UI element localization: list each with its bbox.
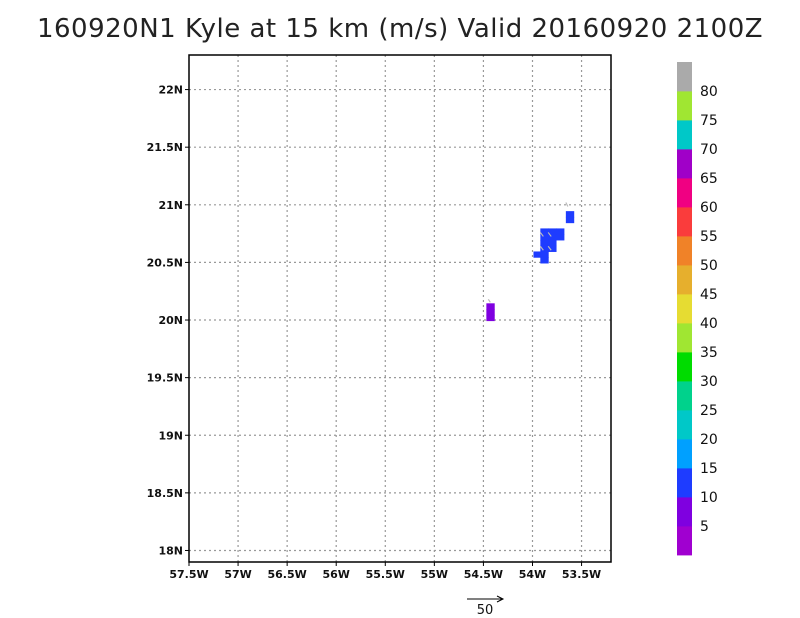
colorbar-label: 25 bbox=[700, 403, 718, 419]
heatmap-cell bbox=[540, 239, 549, 247]
colorbar-label: 45 bbox=[700, 287, 718, 303]
y-tick-label: 21N bbox=[158, 199, 183, 212]
heatmap-cell bbox=[548, 234, 557, 241]
x-tick-label: 57W bbox=[224, 568, 251, 581]
colorbar-label: 50 bbox=[700, 258, 718, 274]
heatmap-cell bbox=[548, 228, 557, 235]
wind-vector bbox=[539, 232, 544, 237]
y-tick-label: 22N bbox=[158, 84, 183, 97]
x-tick-label: 57.5W bbox=[169, 568, 208, 581]
heatmap-cell bbox=[548, 239, 557, 247]
x-tick-label: 54W bbox=[519, 568, 546, 581]
colorbar-bin bbox=[677, 236, 692, 266]
heatmap-cell bbox=[556, 228, 565, 235]
y-tick-label: 18.5N bbox=[147, 487, 183, 500]
heatmap-cell bbox=[533, 251, 542, 258]
chart-title: 160920N1 Kyle at 15 km (m/s) Valid 20160… bbox=[36, 14, 764, 44]
colorbar-label: 30 bbox=[700, 374, 718, 390]
wind-vector bbox=[539, 245, 544, 251]
x-tick-label: 54.5W bbox=[464, 568, 503, 581]
colorbar-bin bbox=[677, 468, 692, 498]
heatmap-cell bbox=[486, 314, 495, 322]
heatmap-cell bbox=[540, 257, 549, 264]
x-tick-label: 56.5W bbox=[267, 568, 306, 581]
y-axis: 18N 18.5N 19N 19.5N 20N 20.5N 21N 21.5N 22N bbox=[147, 84, 189, 557]
cells-layer bbox=[486, 211, 575, 322]
colorbar-label: 75 bbox=[700, 113, 718, 129]
colorbar-bin bbox=[677, 149, 692, 179]
colorbar-label: 60 bbox=[700, 200, 718, 216]
colorbar-bin bbox=[677, 91, 692, 121]
y-tick-label: 21.5N bbox=[147, 141, 183, 154]
colorbar-bin bbox=[677, 439, 692, 469]
y-tick-label: 19N bbox=[158, 429, 183, 442]
colorbar: 5 10 15 20 25 30 35 40 45 50 55 60 65 70 75 80 bbox=[677, 62, 718, 556]
x-tick-label: 55.5W bbox=[366, 568, 405, 581]
heatmap-cell bbox=[540, 234, 549, 241]
heatmap-cell bbox=[540, 251, 549, 258]
plot-frame bbox=[188, 54, 612, 563]
y-tick-label: 19.5N bbox=[147, 372, 183, 385]
wind-vector bbox=[565, 202, 569, 207]
x-axis: 57.5W 57W 56.5W 56W 55.5W 55W 54.5W 54W 53.5W bbox=[169, 562, 601, 581]
colorbar-bin bbox=[677, 410, 692, 440]
colorbar-bin bbox=[677, 294, 692, 324]
colorbar-label: 5 bbox=[700, 519, 709, 535]
heatmap-cell bbox=[556, 234, 565, 241]
colorbar-label: 65 bbox=[700, 171, 718, 187]
vectors-layer bbox=[487, 202, 569, 303]
wind-vector bbox=[547, 245, 552, 251]
wind-vector bbox=[487, 298, 491, 303]
reference-vector: 50 bbox=[467, 595, 505, 618]
y-tick-label: 20.5N bbox=[147, 256, 183, 269]
colorbar-bin bbox=[677, 207, 692, 237]
colorbar-bin bbox=[677, 178, 692, 208]
reference-vector-label: 50 bbox=[477, 603, 494, 618]
colorbar-label: 55 bbox=[700, 229, 718, 245]
colorbar-label: 35 bbox=[700, 345, 718, 361]
colorbar-label: 40 bbox=[700, 316, 718, 332]
colorbar-bin bbox=[677, 120, 692, 150]
colorbar-bin bbox=[677, 62, 692, 92]
y-tick-label: 18N bbox=[158, 544, 183, 557]
heatmap-cell bbox=[540, 245, 549, 252]
x-tick-label: 55W bbox=[421, 568, 448, 581]
colorbar-bin bbox=[677, 381, 692, 411]
x-tick-label: 53.5W bbox=[562, 568, 601, 581]
heatmap-cell bbox=[565, 211, 575, 218]
colorbar-bin bbox=[677, 352, 692, 382]
heatmap-cell bbox=[540, 228, 549, 235]
colorbar-label: 20 bbox=[700, 432, 718, 448]
x-tick-label: 56W bbox=[322, 568, 349, 581]
colorbar-bin bbox=[677, 265, 692, 295]
colorbar-label: 10 bbox=[700, 490, 718, 506]
wind-vector bbox=[547, 232, 552, 237]
colorbar-label: 80 bbox=[700, 84, 718, 100]
heatmap-cell bbox=[486, 309, 495, 316]
heatmap-cell bbox=[565, 216, 575, 224]
colorbar-bin bbox=[677, 497, 692, 527]
heatmap-cell bbox=[548, 245, 557, 252]
y-tick-label: 20N bbox=[158, 314, 183, 327]
colorbar-bin bbox=[677, 323, 692, 353]
heatmap-cell bbox=[486, 303, 495, 310]
reference-vector-arrowhead bbox=[496, 595, 505, 603]
colorbar-label: 15 bbox=[700, 461, 718, 477]
grid-layer bbox=[189, 55, 611, 562]
colorbar-label: 70 bbox=[700, 142, 718, 158]
colorbar-bin bbox=[677, 526, 692, 556]
